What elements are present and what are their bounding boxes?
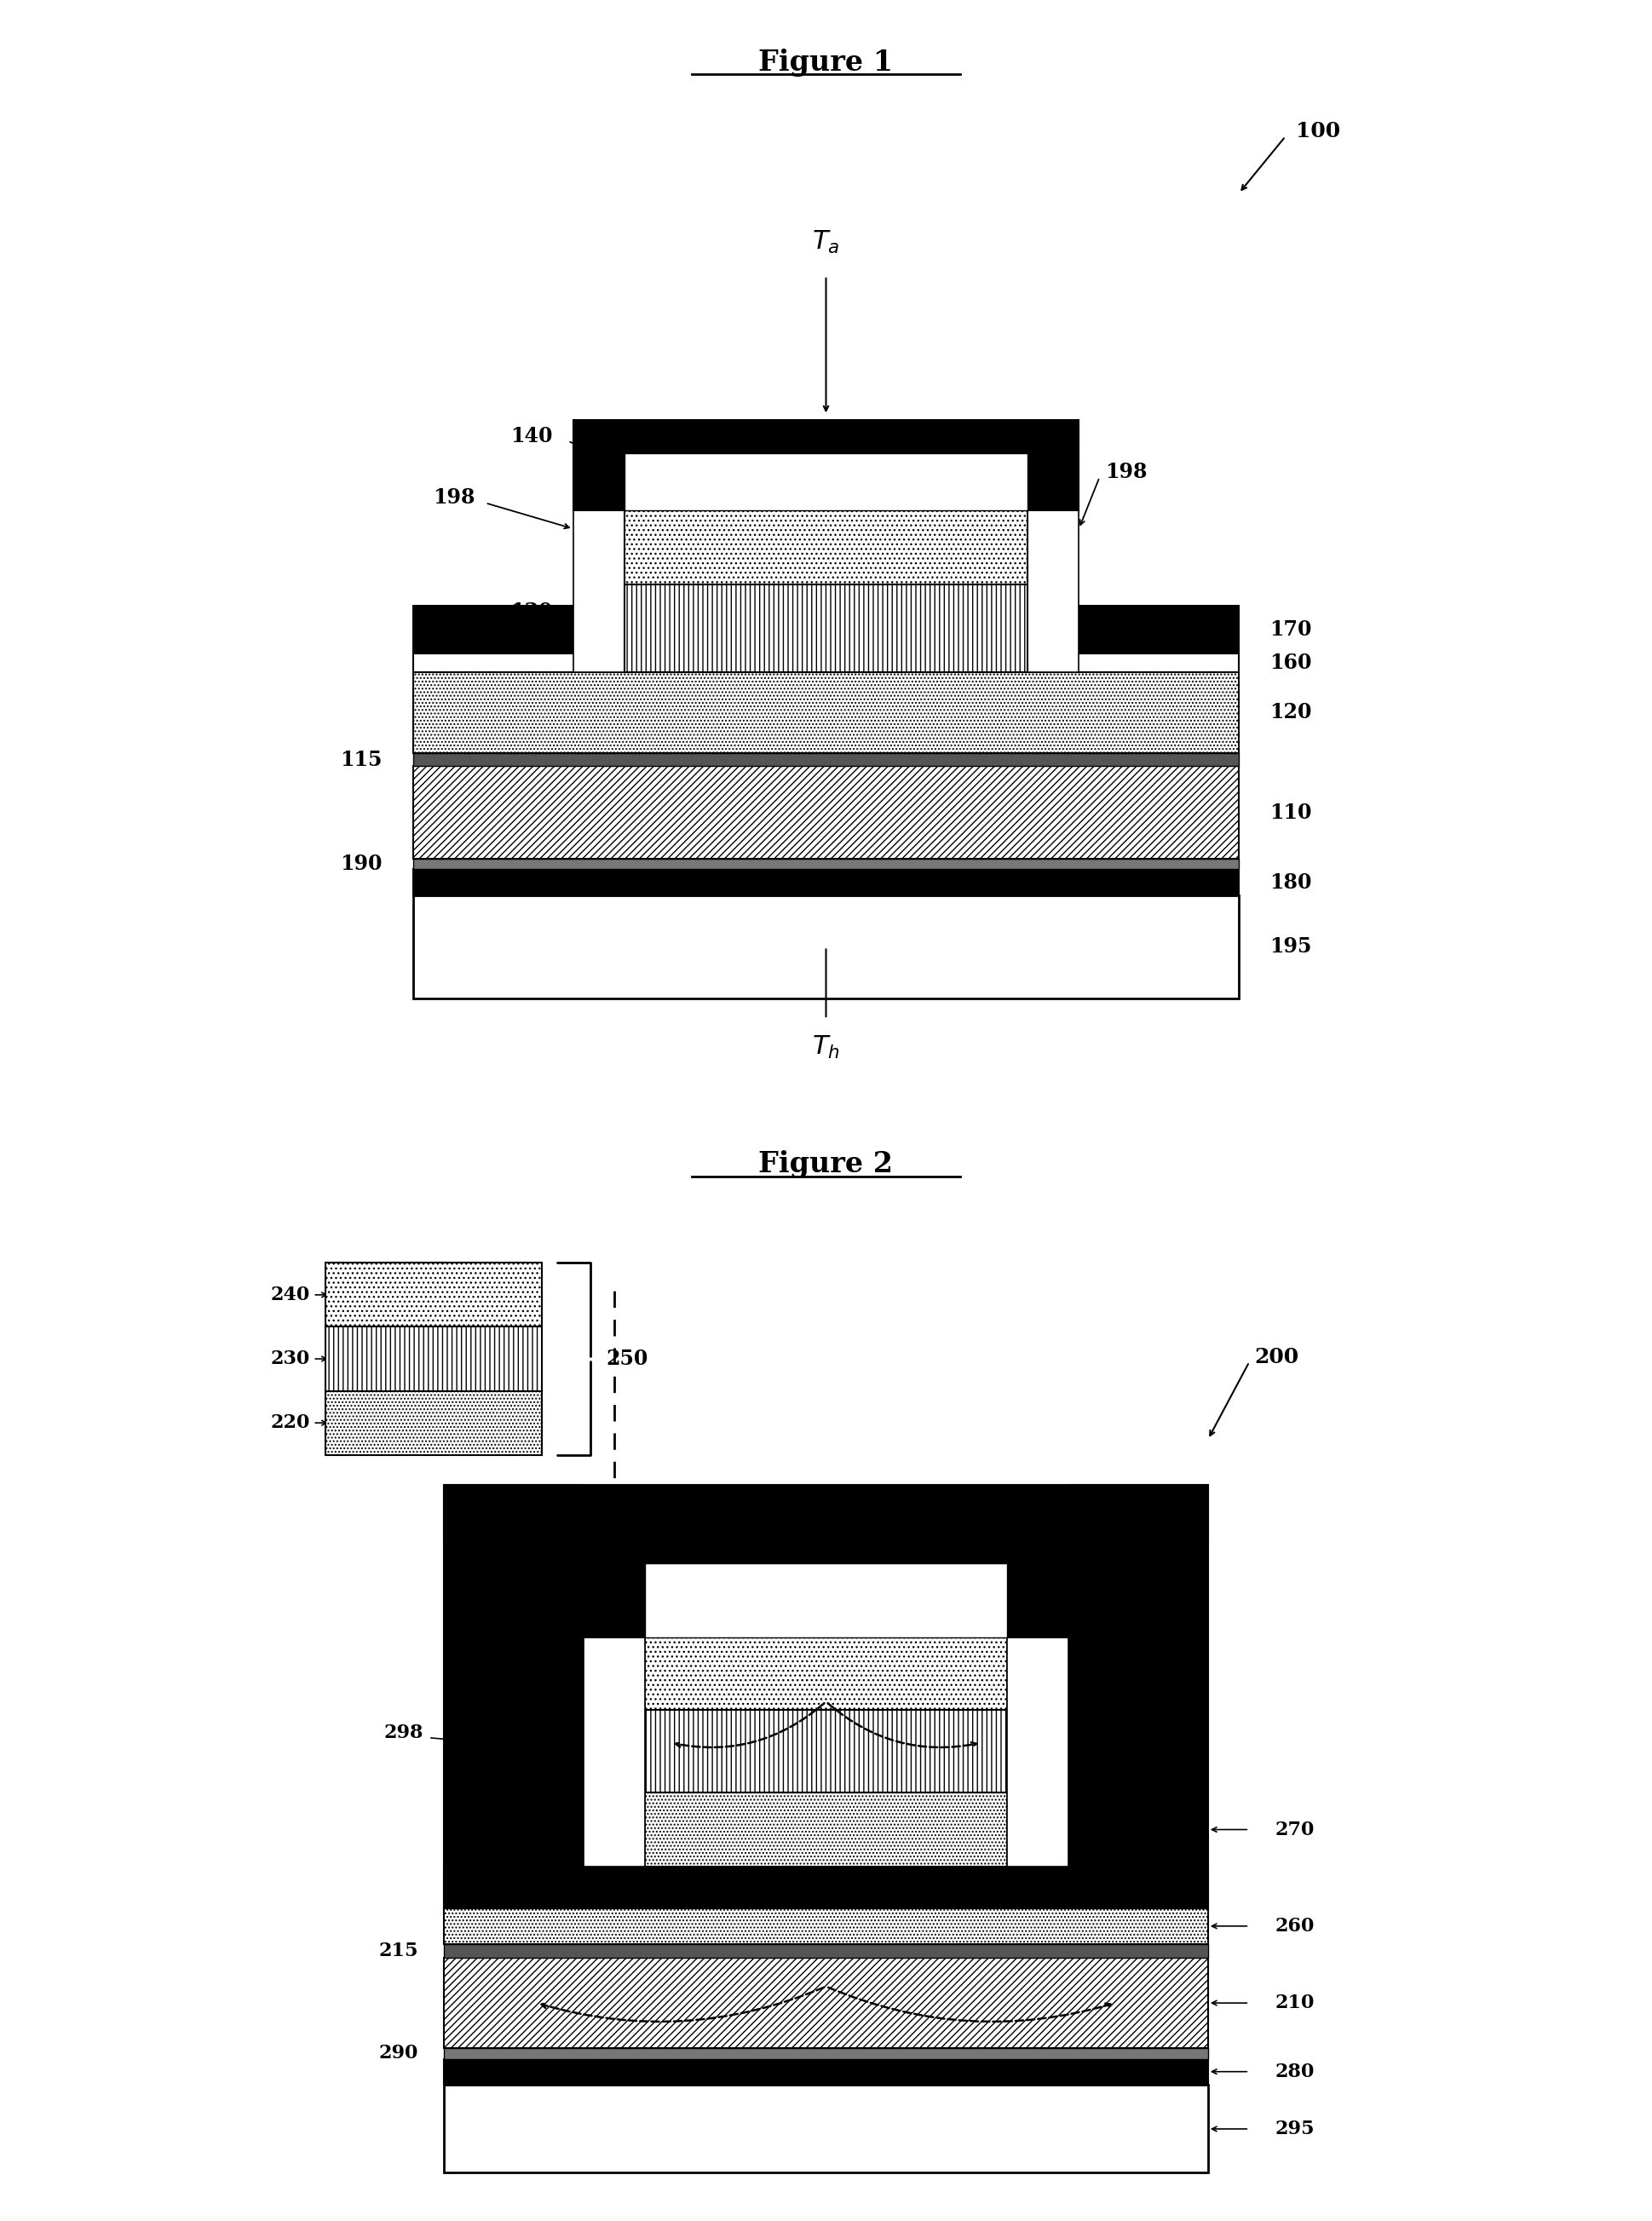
Text: 210: 210: [1275, 1994, 1315, 2012]
Text: 295: 295: [1275, 2119, 1315, 2139]
Text: 140: 140: [510, 426, 552, 446]
Text: 290: 290: [378, 2043, 418, 2063]
Text: 195: 195: [1270, 937, 1312, 957]
Bar: [573, 453, 624, 511]
Bar: [444, 1908, 1208, 1943]
Bar: [1006, 1577, 1069, 1866]
Text: $T_a$: $T_a$: [813, 229, 839, 255]
Bar: [413, 673, 1239, 753]
Bar: [583, 1521, 1069, 1564]
Bar: [646, 1792, 1006, 1866]
Text: 240: 240: [271, 1286, 311, 1304]
Text: Figure 2: Figure 2: [758, 1150, 894, 1179]
Bar: [624, 453, 1028, 511]
Bar: [1006, 1564, 1069, 1637]
Bar: [413, 895, 1239, 999]
Bar: [583, 1564, 646, 1637]
Bar: [413, 766, 1239, 860]
Bar: [646, 1710, 1006, 1792]
Bar: [413, 753, 1239, 766]
Text: 120: 120: [1270, 702, 1312, 722]
Bar: [444, 2059, 1208, 2086]
Text: 220: 220: [271, 1413, 311, 1433]
Bar: [583, 1577, 646, 1866]
Bar: [1069, 1486, 1208, 1908]
Bar: [444, 1866, 1208, 1908]
Bar: [646, 1637, 1006, 1710]
Text: 115: 115: [340, 751, 382, 771]
Bar: [624, 511, 1028, 584]
Bar: [1028, 495, 1079, 673]
Text: 230: 230: [271, 1350, 311, 1368]
Bar: [573, 495, 624, 673]
Bar: [444, 2086, 1208, 2172]
Bar: [325, 1390, 542, 1455]
Bar: [325, 1326, 542, 1390]
Bar: [444, 1486, 1208, 1541]
Bar: [413, 868, 1239, 895]
Text: 110: 110: [1270, 802, 1312, 822]
Bar: [573, 420, 1079, 453]
Bar: [444, 1943, 1208, 1957]
Text: 130: 130: [510, 602, 552, 622]
Bar: [1028, 453, 1079, 511]
Text: 270: 270: [1275, 1821, 1315, 1839]
Text: 190: 190: [340, 855, 382, 875]
Bar: [413, 860, 1239, 868]
Text: 280: 280: [1275, 2063, 1315, 2081]
Bar: [444, 2048, 1208, 2059]
Bar: [583, 1541, 1069, 1866]
Bar: [624, 584, 1028, 673]
Bar: [444, 1486, 583, 1908]
Text: Figure 1: Figure 1: [758, 49, 894, 78]
Bar: [325, 1264, 542, 1326]
Text: 200: 200: [1254, 1346, 1298, 1366]
Bar: [646, 1564, 1006, 1637]
Bar: [413, 606, 1239, 653]
Text: 298: 298: [383, 1723, 423, 1741]
Text: 100: 100: [1295, 122, 1340, 142]
Text: $T_h$: $T_h$: [813, 1035, 839, 1062]
Bar: [413, 653, 1239, 673]
Text: 215: 215: [378, 1941, 418, 1961]
Text: 180: 180: [1270, 873, 1312, 893]
Text: 170: 170: [1270, 620, 1312, 640]
Text: 260: 260: [1275, 1917, 1315, 1934]
Text: 198: 198: [1105, 462, 1146, 482]
Text: 250: 250: [606, 1348, 648, 1368]
Bar: [444, 1957, 1208, 2048]
Text: 298: 298: [1151, 1584, 1191, 1604]
Text: 198: 198: [433, 489, 476, 509]
Text: 160: 160: [1270, 653, 1312, 673]
